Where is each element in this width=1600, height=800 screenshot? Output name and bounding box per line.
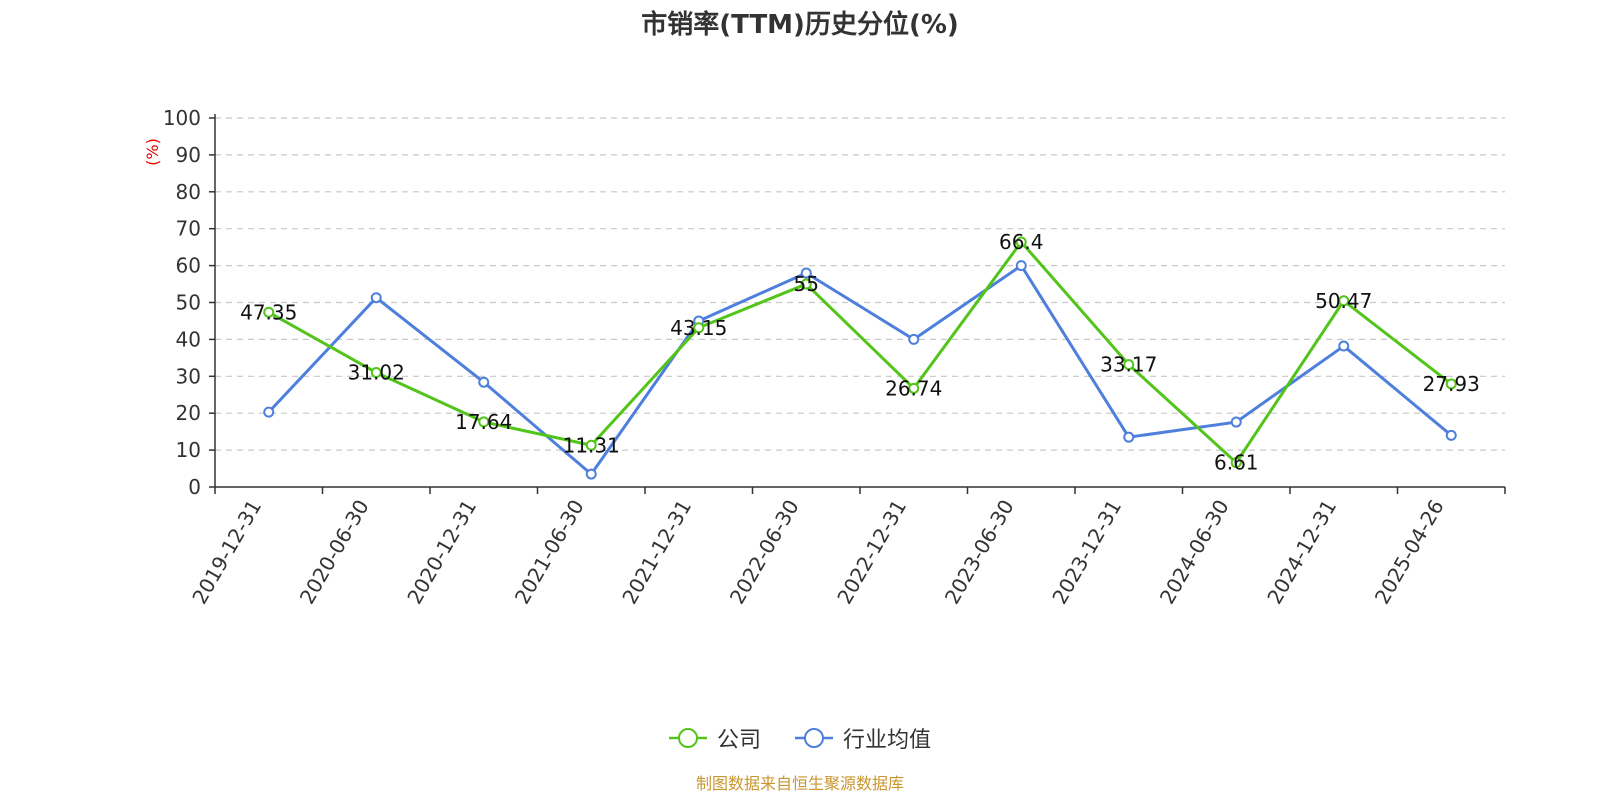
point-industry-2023-06-30 (1015, 260, 1027, 272)
data-label-company-2024-12-31: 50.47 (1315, 289, 1372, 313)
point-company-2019-12-31 (263, 306, 275, 318)
y-tick-label-100: 100 (163, 106, 201, 130)
y-tick-label-80: 80 (176, 180, 201, 204)
legend-item-industry[interactable]: 行业均值 (795, 722, 931, 754)
chart-title: 市销率(TTM)历史分位(%) (641, 10, 959, 40)
legend-company-line-icon (668, 728, 707, 748)
point-industry-2021-06-30 (585, 468, 597, 480)
x-tick-label-2023-06-30: 2023-06-30 (940, 496, 1019, 609)
point-company-2023-12-31 (1123, 359, 1135, 371)
series-line-industry (267, 264, 1453, 476)
x-tick-label-2022-06-30: 2022-06-30 (725, 496, 804, 609)
x-tick-label-2024-12-31: 2024-12-31 (1262, 496, 1341, 609)
y-tick-label-40: 40 (176, 327, 201, 351)
data-label-company-2019-12-31: 47.35 (240, 300, 297, 324)
data-label-company-2022-12-31: 26.74 (885, 376, 942, 400)
point-industry-2024-12-31 (1338, 340, 1350, 352)
legend-industry-line-icon (795, 728, 833, 748)
point-industry-2022-12-31 (908, 333, 920, 345)
data-label-company-2020-12-31: 17.64 (455, 410, 512, 434)
series-layer (263, 236, 1457, 480)
x-tick-label-2020-06-30: 2020-06-30 (295, 496, 374, 609)
point-company-2021-12-31 (693, 322, 705, 334)
y-tick-label-0: 0 (188, 475, 201, 499)
point-company-2022-06-30 (800, 278, 812, 290)
y-tick-label-30: 30 (176, 364, 201, 388)
grid-lines (215, 117, 1505, 451)
y-tick-label-50: 50 (176, 291, 201, 315)
point-industry-2022-06-30 (800, 267, 812, 279)
data-label-company-2020-06-30: 31.02 (348, 361, 405, 385)
y-axis-title: (%) (143, 138, 162, 166)
y-tick-label-90: 90 (176, 143, 201, 167)
legend-label-industry: 行业均值 (843, 728, 932, 753)
point-company-2020-06-30 (370, 367, 382, 379)
y-tick-label-70: 70 (176, 217, 201, 241)
x-tick-label-2022-12-31: 2022-12-31 (832, 496, 911, 609)
data-source-note: 制图数据来自恒生聚源数据库 (695, 774, 904, 793)
point-industry-2020-06-30 (370, 292, 382, 304)
data-label-company-2021-06-30: 11.31 (563, 433, 620, 457)
point-company-2024-12-31 (1338, 295, 1350, 307)
x-tick-label-2023-12-31: 2023-12-31 (1047, 496, 1126, 609)
point-company-2022-12-31 (908, 382, 920, 394)
data-label-company-2022-06-30: 55 (794, 272, 819, 296)
point-company-2024-06-30 (1230, 457, 1242, 469)
point-industry-2024-06-30 (1230, 416, 1242, 428)
point-industry-2019-12-31 (263, 406, 275, 418)
y-tick-label-60: 60 (176, 254, 201, 278)
data-label-company-2024-06-30: 6.61 (1214, 451, 1259, 475)
legend: 公司 行业均值 (0, 722, 1600, 754)
point-company-2025-04-26 (1445, 378, 1457, 390)
x-tick-label-2024-06-30: 2024-06-30 (1155, 496, 1234, 609)
x-tick-label-2019-12-31: 2019-12-31 (187, 496, 266, 609)
x-tick-label-2021-12-31: 2021-12-31 (617, 496, 696, 609)
data-label-company-2023-06-30: 66.4 (999, 230, 1044, 254)
y-tick-label-20: 20 (176, 401, 201, 425)
data-labels: 47.35 31.02 17.64 11.31 43.15 55 26.74 66.4 33.1… (240, 230, 1480, 475)
point-company-2023-06-30 (1015, 236, 1027, 248)
x-tick-label-2020-12-31: 2020-12-31 (402, 496, 481, 609)
point-industry-2023-12-31 (1123, 431, 1135, 443)
legend-item-company[interactable]: 公司 (668, 722, 761, 754)
y-tick-label-10: 10 (176, 438, 201, 462)
x-tick-label-2021-06-30: 2021-06-30 (510, 496, 589, 609)
legend-label-company: 公司 (716, 728, 761, 753)
point-industry-2020-12-31 (478, 376, 490, 388)
point-industry-2025-04-26 (1445, 429, 1457, 441)
data-label-company-2023-12-31: 33.17 (1100, 353, 1157, 377)
data-label-company-2025-04-26: 27.93 (1423, 372, 1480, 396)
point-company-2020-12-31 (478, 416, 490, 428)
x-tick-label-2025-04-26: 2025-04-26 (1370, 496, 1449, 609)
point-company-2021-06-30 (585, 439, 597, 451)
series-line-company (268, 240, 1453, 465)
data-label-company-2021-12-31: 43.15 (670, 316, 727, 340)
